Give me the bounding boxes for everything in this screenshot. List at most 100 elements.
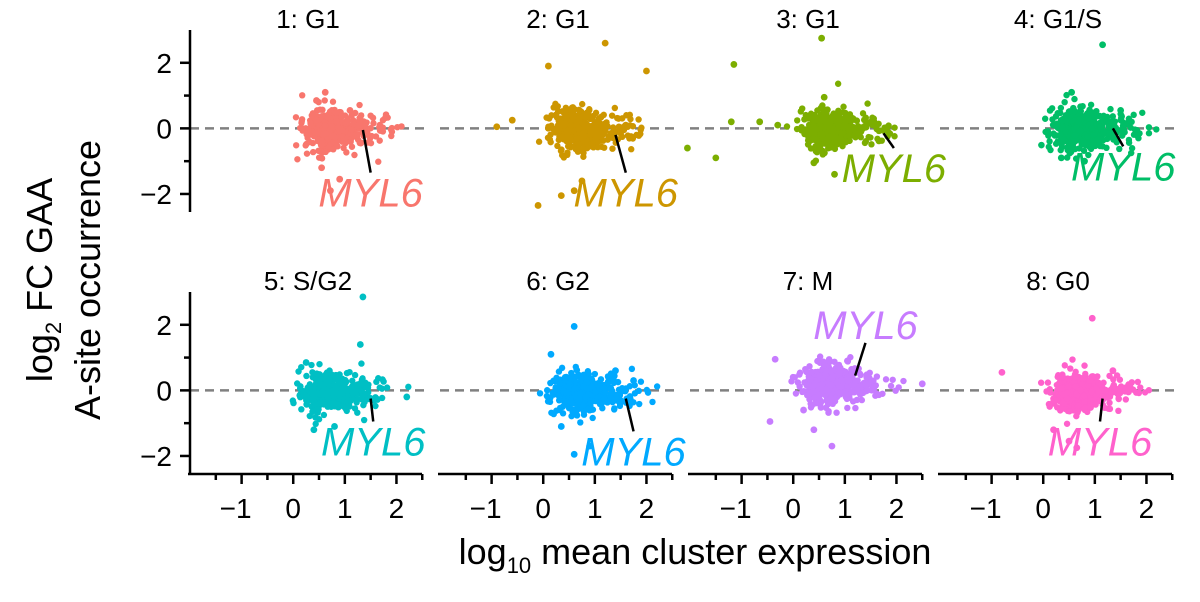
panel-title: 6: G2 — [526, 266, 590, 296]
outlier-point — [756, 118, 764, 126]
data-point — [1071, 132, 1079, 139]
data-point — [604, 136, 611, 143]
data-point — [332, 109, 340, 116]
data-point — [360, 416, 368, 424]
data-points — [998, 314, 1153, 452]
data-point — [833, 409, 840, 416]
outlier-point — [1124, 388, 1132, 396]
data-points — [493, 39, 650, 209]
gene-annotation-label: MYL6 — [1071, 145, 1176, 189]
data-point — [297, 394, 304, 401]
data-point — [804, 369, 811, 376]
outlier-point — [302, 359, 310, 366]
outlier-point — [557, 192, 565, 200]
data-point — [609, 398, 616, 406]
data-point — [591, 370, 599, 378]
data-point — [313, 370, 321, 378]
data-point — [368, 132, 375, 140]
data-point — [887, 382, 895, 390]
x-axis-title: log10 mean cluster expression — [459, 531, 932, 578]
data-point — [344, 118, 351, 126]
data-point — [821, 149, 828, 157]
data-point — [1112, 385, 1120, 392]
data-point — [567, 398, 575, 405]
data-point — [575, 125, 582, 132]
panel-title: 2: G1 — [526, 4, 590, 34]
data-point — [1063, 154, 1071, 161]
data-point — [817, 104, 825, 112]
data-point — [355, 122, 362, 129]
data-point — [812, 142, 819, 150]
data-point — [589, 414, 596, 422]
y-axis-title: log2 FC GAA A-site occurrence — [19, 140, 108, 420]
data-point — [1063, 91, 1070, 99]
data-point — [322, 371, 329, 379]
data-point — [1106, 405, 1114, 413]
data-point — [891, 133, 898, 140]
data-point — [555, 129, 562, 136]
x-axis-col-1: −1 0 1 2 — [188, 472, 424, 524]
data-points — [289, 293, 412, 434]
data-point — [298, 118, 305, 125]
outlier-point — [318, 164, 326, 172]
data-point — [1096, 112, 1103, 120]
panel-title: 8: G0 — [1026, 266, 1090, 296]
outlier-point — [557, 423, 565, 430]
data-point — [563, 137, 570, 144]
data-point — [584, 405, 592, 413]
panel-4: 4: G1/S MYL6 — [940, 4, 1180, 189]
panel-title: 7: M — [783, 266, 834, 296]
panel-8: 8: G0 MYL6 — [940, 266, 1180, 465]
data-point — [1067, 365, 1074, 372]
data-point — [373, 378, 380, 386]
data-point — [299, 92, 306, 99]
data-point — [554, 142, 561, 150]
data-point — [892, 387, 899, 394]
data-point — [302, 142, 309, 149]
data-point — [611, 104, 619, 112]
data-point — [619, 115, 626, 122]
data-point — [567, 143, 575, 150]
data-point — [356, 101, 363, 109]
data-point — [544, 398, 552, 405]
data-point — [353, 381, 360, 389]
data-point — [810, 388, 818, 395]
outlier-point — [918, 380, 926, 388]
data-point — [1088, 125, 1096, 132]
data-point — [330, 393, 337, 400]
data-point — [837, 383, 845, 390]
data-point — [864, 100, 871, 107]
outlier-point — [712, 154, 720, 162]
data-point — [579, 402, 587, 409]
data-point — [379, 128, 387, 135]
data-point — [1049, 116, 1056, 123]
data-point — [561, 121, 569, 128]
data-point — [1097, 123, 1104, 130]
data-point — [1053, 123, 1060, 130]
data-point — [879, 390, 886, 397]
data-point — [601, 395, 608, 402]
data-point — [1125, 139, 1133, 146]
data-point — [383, 384, 391, 391]
data-point — [305, 127, 312, 134]
data-point — [535, 138, 543, 145]
data-point — [564, 106, 571, 113]
data-point — [849, 368, 856, 375]
data-point — [348, 126, 355, 133]
data-point — [588, 383, 595, 390]
data-point — [826, 120, 833, 127]
data-point — [336, 393, 343, 400]
y-axis-title-line2: A-site occurrence — [67, 140, 108, 420]
data-point — [567, 122, 574, 129]
data-point — [834, 80, 842, 87]
x-tick-label: 2 — [889, 493, 905, 524]
outlier-point — [1099, 41, 1106, 49]
y-axis-row-1: −2 0 2 — [140, 30, 192, 212]
data-point — [1059, 124, 1066, 132]
data-point — [827, 381, 835, 389]
data-point — [329, 98, 337, 105]
data-point — [563, 128, 571, 135]
data-point — [374, 395, 381, 403]
data-point — [1037, 379, 1045, 386]
data-point — [321, 97, 328, 104]
